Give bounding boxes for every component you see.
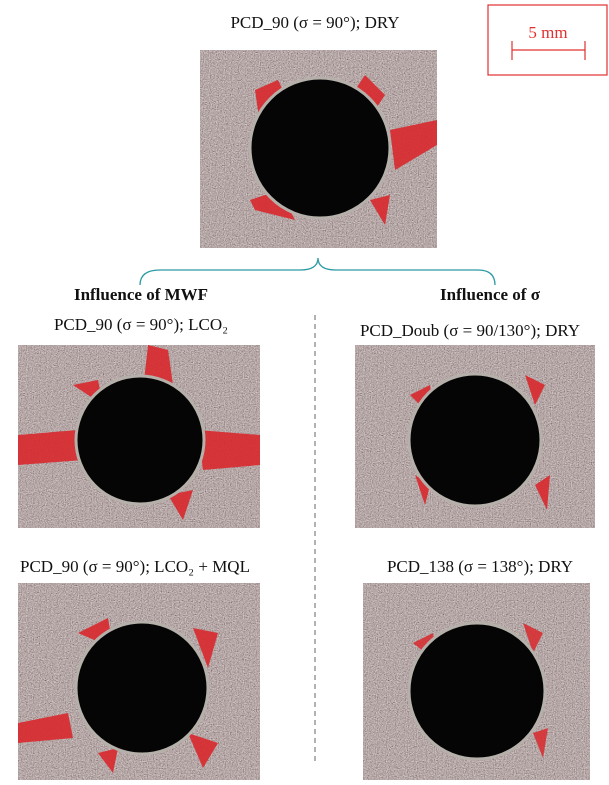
panel-label: PCD_90 (σ = 90°); LCO₂ + MQL	[20, 557, 250, 576]
micrograph	[18, 583, 260, 780]
micrograph	[363, 583, 590, 780]
micrograph	[200, 50, 437, 248]
figure: PCD_90 (σ = 90°); DRY 5 mm Influence of …	[0, 0, 609, 780]
panel-label: PCD_138 (σ = 138°); DRY	[387, 557, 573, 576]
panel-label: PCD_90 (σ = 90°); LCO₂	[54, 315, 228, 334]
scale-label: 5 mm	[528, 23, 567, 42]
micrograph	[18, 345, 260, 528]
micrograph	[355, 345, 595, 528]
right-heading: Influence of σ	[440, 285, 541, 304]
brace	[140, 258, 495, 285]
top-label: PCD_90 (σ = 90°); DRY	[230, 13, 399, 32]
panel-label: PCD_Doub (σ = 90/130°); DRY	[360, 321, 580, 340]
page: PCD_90 (σ = 90°); DRY 5 mm Influence of …	[0, 0, 609, 780]
left-heading: Influence of MWF	[74, 285, 208, 304]
scale-box: 5 mm	[488, 5, 607, 75]
